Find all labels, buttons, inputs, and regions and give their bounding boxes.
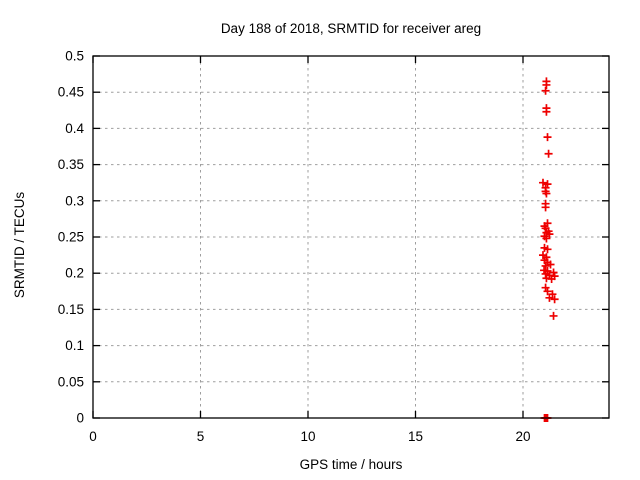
data-point-plus	[543, 245, 552, 254]
y-tick-labels: 0 0.05 0.1 0.15 0.2 0.25 0.3 0.35 0.4 0.45 0.5	[58, 49, 85, 426]
y-tick-label: 0.25	[58, 230, 84, 245]
data-point-plus	[543, 287, 552, 296]
data-point-plus	[549, 268, 558, 277]
y-tick-label: 0	[76, 411, 84, 426]
data-point-plus	[542, 189, 551, 198]
data-point-plus	[543, 133, 552, 142]
gridlines	[93, 56, 609, 418]
data-point-plus	[542, 107, 551, 116]
data-point-plus	[542, 234, 551, 243]
x-tick-labels: 0 5 10 15 20	[89, 429, 530, 444]
data-point-plus	[541, 203, 550, 212]
y-tick-label: 0.35	[58, 157, 84, 172]
x-tick-label: 15	[408, 429, 423, 444]
x-tick-label: 5	[197, 429, 205, 444]
x-tick-label: 20	[515, 429, 530, 444]
data-point-plus	[542, 80, 551, 89]
y-tick-label: 0.4	[65, 121, 84, 136]
chart-title: Day 188 of 2018, SRMTID for receiver are…	[221, 21, 481, 36]
y-tick-label: 0.5	[65, 49, 84, 64]
data-point-plus	[550, 295, 559, 304]
data-point-plus	[538, 178, 547, 187]
data-point-plus	[541, 86, 550, 95]
plot-area	[92, 55, 610, 419]
data-points	[538, 77, 559, 422]
y-tick-label: 0.2	[65, 266, 84, 281]
x-tick-label: 10	[300, 429, 315, 444]
y-tick-label: 0.45	[58, 85, 84, 100]
data-point-plus	[546, 260, 555, 269]
y-tick-label: 0.1	[65, 338, 84, 353]
data-point-plus	[541, 261, 550, 270]
data-point-plus	[544, 149, 553, 158]
x-axis-label: GPS time / hours	[300, 457, 403, 472]
y-tick-label: 0.05	[58, 374, 84, 389]
y-tick-label: 0.15	[58, 302, 84, 317]
data-point-plus	[549, 311, 558, 320]
data-point-plus	[541, 269, 550, 278]
y-axis-label: SRMTID / TECUs	[12, 192, 27, 299]
x-tick-label: 0	[89, 429, 97, 444]
data-point-plus	[547, 274, 556, 283]
y-tick-label: 0.3	[65, 193, 84, 208]
data-point-plus	[545, 293, 554, 302]
data-point-plus	[545, 230, 554, 239]
